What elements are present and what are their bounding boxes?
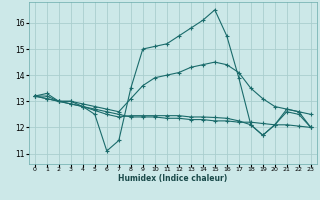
- X-axis label: Humidex (Indice chaleur): Humidex (Indice chaleur): [118, 174, 228, 183]
